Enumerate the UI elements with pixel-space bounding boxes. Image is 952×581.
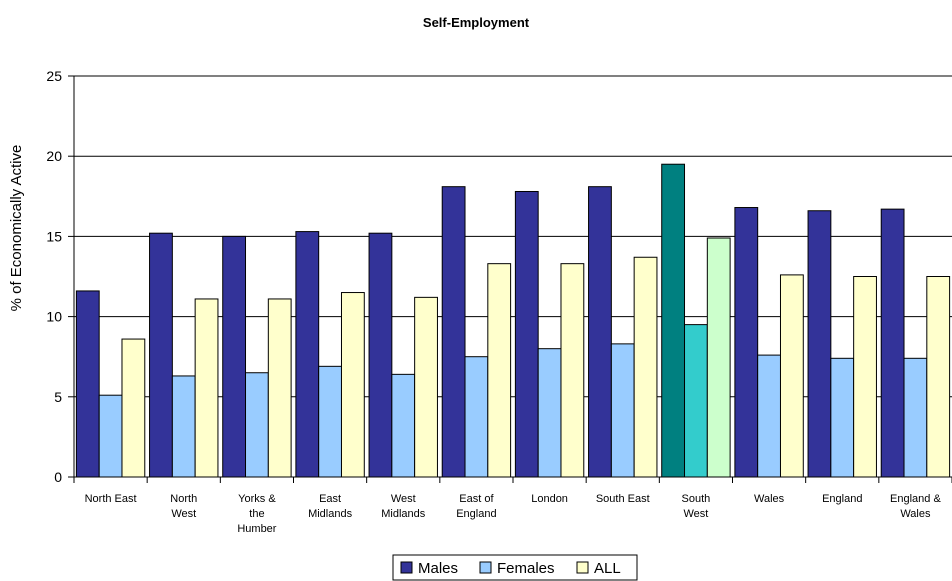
bar-females-4 (391, 373, 416, 478)
x-category-label-2: Yorks & the Humber (237, 493, 276, 535)
gridlines (74, 75, 952, 398)
legend-box (392, 554, 638, 581)
bar-females-5 (464, 356, 489, 478)
bar-all-4 (414, 296, 438, 478)
y-tick-label-10: 10 (46, 309, 62, 325)
y-tick-label-20: 20 (46, 148, 62, 164)
bar-all-8 (706, 237, 731, 478)
bar-all-9 (779, 274, 804, 478)
y-tick-label-0: 0 (54, 469, 62, 485)
bar-females-2 (245, 372, 269, 478)
bar-females-10 (830, 357, 855, 478)
x-category-label-1: North West (170, 493, 197, 520)
bar-males-7 (588, 186, 612, 478)
x-category-label-0: North East (85, 493, 137, 505)
legend-label-all: ALL (594, 560, 621, 577)
bar-males-10 (807, 210, 832, 478)
x-category-label-8: South West (682, 493, 711, 520)
legend: Males Females ALL (392, 554, 638, 581)
x-category-label-3: East Midlands (308, 493, 353, 520)
bar-all-5 (487, 263, 512, 478)
bar-males-9 (734, 207, 759, 478)
x-category-label-10: England (822, 493, 862, 505)
bar-all-11 (926, 276, 951, 478)
bar-females-8 (684, 324, 708, 478)
bar-males-6 (514, 190, 539, 478)
x-category-label-9: Wales (754, 493, 785, 505)
legend-swatch-females (479, 561, 492, 574)
x-category-label-5: East of England (456, 493, 496, 520)
x-category-label-6: London (531, 493, 568, 505)
axes (73, 76, 952, 483)
bar-all-7 (633, 256, 658, 478)
y-tick-label-25: 25 (46, 68, 62, 84)
bars (75, 163, 951, 478)
bar-all-2 (267, 298, 292, 478)
bar-all-1 (194, 298, 219, 478)
bar-males-0 (75, 290, 100, 478)
bar-males-11 (880, 208, 905, 478)
x-category-label-11: England & Wales (890, 493, 941, 520)
bar-females-1 (171, 375, 196, 478)
bar-all-6 (560, 263, 585, 478)
bar-males-2 (222, 235, 247, 478)
legend-label-males: Males (418, 560, 458, 577)
x-category-labels: North East North West Yorks & the Humber East M… (85, 493, 942, 535)
bar-all-0 (121, 338, 146, 478)
bar-females-11 (903, 357, 928, 478)
bar-females-0 (98, 394, 123, 478)
y-tick-labels: 0 5 10 15 20 25 (46, 68, 74, 485)
y-axis-label: % of Economically Active (8, 145, 25, 312)
bar-all-3 (340, 292, 365, 478)
x-category-label-4: West Midlands (381, 493, 426, 520)
bar-females-6 (537, 348, 562, 478)
bar-females-9 (757, 354, 781, 478)
chart-title: Self-Employment (423, 15, 530, 30)
bar-females-3 (318, 365, 342, 478)
bar-males-1 (149, 232, 173, 478)
bar-males-4 (368, 232, 393, 478)
x-category-label-7: South East (596, 493, 650, 505)
bar-males-5 (441, 186, 466, 478)
legend-label-females: Females (497, 560, 555, 577)
legend-swatch-males (400, 561, 413, 574)
bar-females-7 (610, 343, 635, 478)
bar-males-8 (661, 163, 686, 478)
bar-all-10 (853, 276, 877, 478)
legend-swatch-all (576, 561, 589, 574)
y-tick-label-15: 15 (46, 228, 62, 244)
y-tick-label-5: 5 (54, 389, 62, 405)
bar-males-3 (295, 231, 320, 478)
